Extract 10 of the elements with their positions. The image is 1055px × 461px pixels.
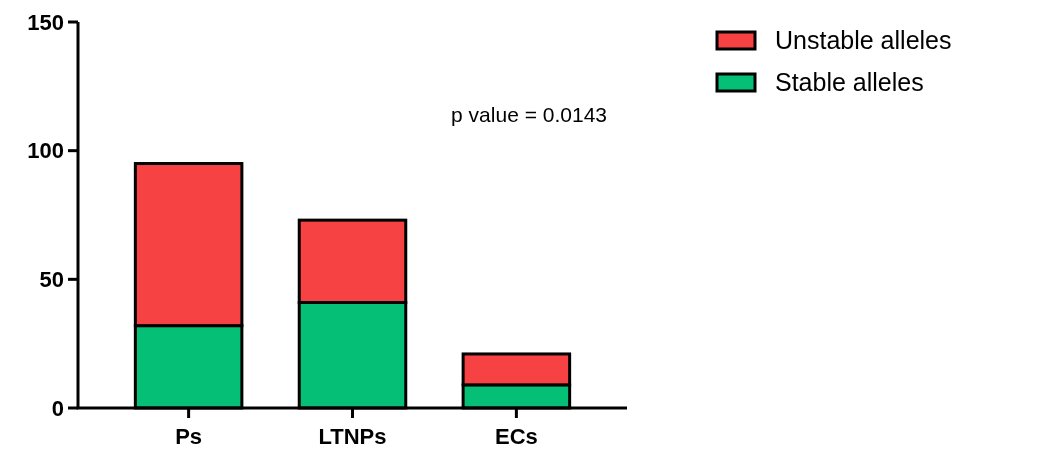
y-tick-label: 150 bbox=[27, 9, 64, 35]
y-tick-label: 50 bbox=[39, 267, 64, 293]
y-tick-label: 0 bbox=[51, 395, 64, 421]
annotation: p value = 0.0143 bbox=[451, 103, 607, 126]
legend-label: Unstable alleles bbox=[775, 25, 952, 54]
x-tick-label: LTNPs bbox=[318, 424, 387, 449]
legend-label: Stable alleles bbox=[775, 67, 924, 96]
y-tick-label: 100 bbox=[27, 138, 64, 164]
x-tick-label: Ps bbox=[175, 424, 203, 449]
x-tick-label: ECs bbox=[494, 424, 538, 449]
